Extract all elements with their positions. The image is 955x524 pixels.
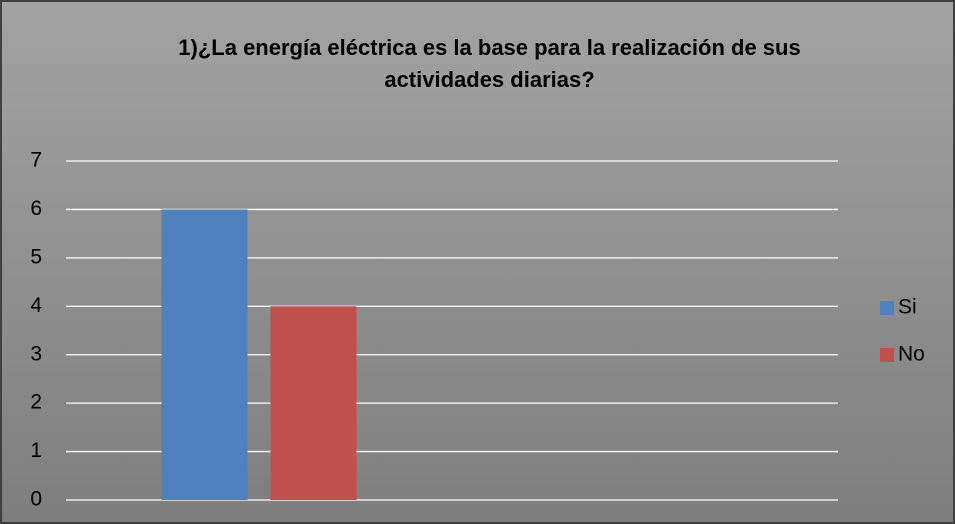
y-tick-label: 4	[30, 294, 42, 317]
bar	[270, 306, 357, 500]
legend-swatch	[880, 301, 894, 315]
legend-label: Si	[898, 296, 917, 319]
legend-swatch	[880, 348, 894, 362]
legend-label: No	[898, 343, 925, 366]
y-tick-label: 0	[30, 488, 42, 511]
y-tick-label: 3	[30, 342, 42, 365]
y-tick-label: 6	[30, 197, 42, 220]
bar	[161, 209, 248, 500]
y-tick-label: 5	[30, 245, 42, 268]
y-tick-label: 7	[30, 149, 42, 172]
chart-title: 1)¿La energía eléctrica es la base para …	[178, 35, 801, 92]
y-tick-label: 1	[30, 439, 42, 462]
y-tick-label: 2	[30, 391, 42, 414]
